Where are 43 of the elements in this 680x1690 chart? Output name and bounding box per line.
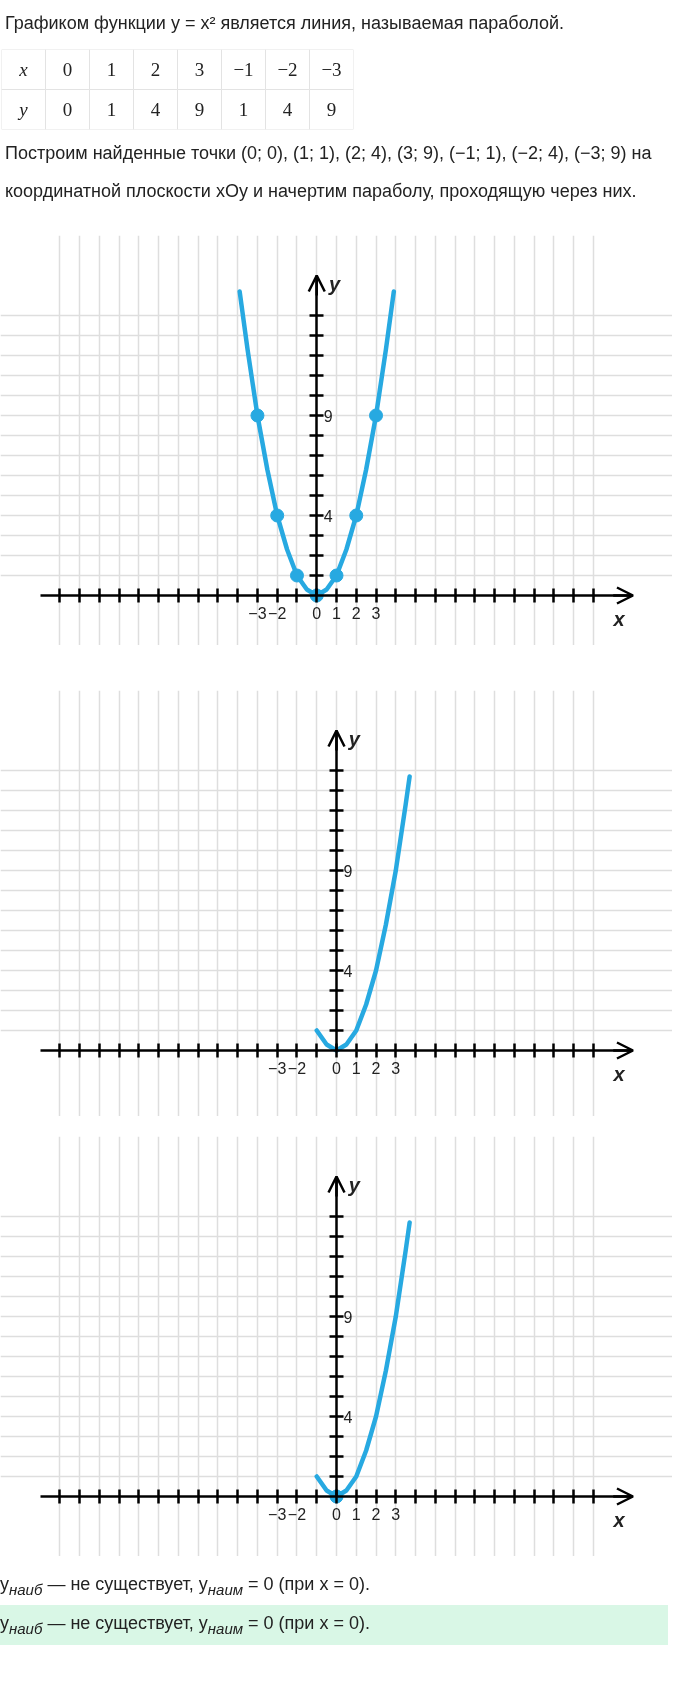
x-tick-label: 0: [312, 604, 322, 622]
data-label: 0: [62, 98, 73, 120]
data-label: 4: [282, 98, 293, 120]
x-tick-label: 0: [332, 1505, 342, 1523]
x-tick-label: 2: [150, 58, 161, 80]
x-tick-label: 1: [351, 1505, 361, 1523]
annotation: Построим найденные точки (0; 0), (1; 1), (2; 4), (3; 9), (−1; 1), (−2; 4), (−3; 9) на координатной плоскости xOy и начертим параболу, проходящую через них.: [5, 141, 653, 203]
x-tick-label: 2: [371, 1059, 381, 1077]
x-tick-label: −1: [233, 58, 254, 80]
x-tick-label: 0: [62, 58, 73, 80]
text: y$_{наиб}$ — не существует, y$_{наим}$ = 0 (при x = 0).: [0, 1573, 371, 1600]
x-tick-label: −3: [268, 1059, 287, 1077]
data-label: 4: [150, 98, 161, 120]
x-tick-label: 3: [391, 1059, 401, 1077]
x-axis-title: x: [612, 1508, 626, 1531]
x-tick-label: 2: [351, 604, 361, 622]
x-tick-label: 2: [371, 1505, 381, 1523]
x-axis-title: x: [612, 607, 626, 630]
x-tick-label: 3: [194, 58, 205, 80]
x-tick-label: −2: [277, 58, 298, 80]
x-tick-label: −2: [287, 1059, 307, 1077]
x-tick-label: −2: [268, 604, 287, 622]
x-tick-label: 3: [391, 1505, 401, 1523]
y-tick-label: 9: [343, 862, 353, 880]
x-tick-label: −2: [287, 1505, 307, 1523]
x-tick-label: 1: [106, 58, 117, 80]
y-tick-label: 4: [343, 1408, 353, 1426]
text: y$_{наиб}$ — не существует, y$_{наим}$ = 0 (при x = 0).: [0, 1605, 668, 1645]
x-axis-title: x: [612, 1062, 626, 1085]
x-tick-label: −3: [248, 604, 267, 622]
x-tick-label: 3: [371, 604, 381, 622]
data-label: 1: [238, 98, 249, 120]
y-tick-label: 9: [343, 1308, 353, 1326]
x-tick-label: −3: [268, 1505, 287, 1523]
x-tick-label: 1: [351, 1059, 361, 1077]
x-tick-label: 1: [332, 604, 342, 622]
chart-title: Графиком функции y = x² является линия, называемая параболой.: [5, 12, 565, 35]
x-tick-label: 0: [332, 1059, 342, 1077]
x-axis-title: x: [18, 58, 29, 80]
data-label: 9: [194, 98, 205, 120]
x-tick-label: −3: [321, 58, 342, 80]
data-label: 1: [106, 98, 117, 120]
y-tick-label: 4: [343, 962, 353, 980]
